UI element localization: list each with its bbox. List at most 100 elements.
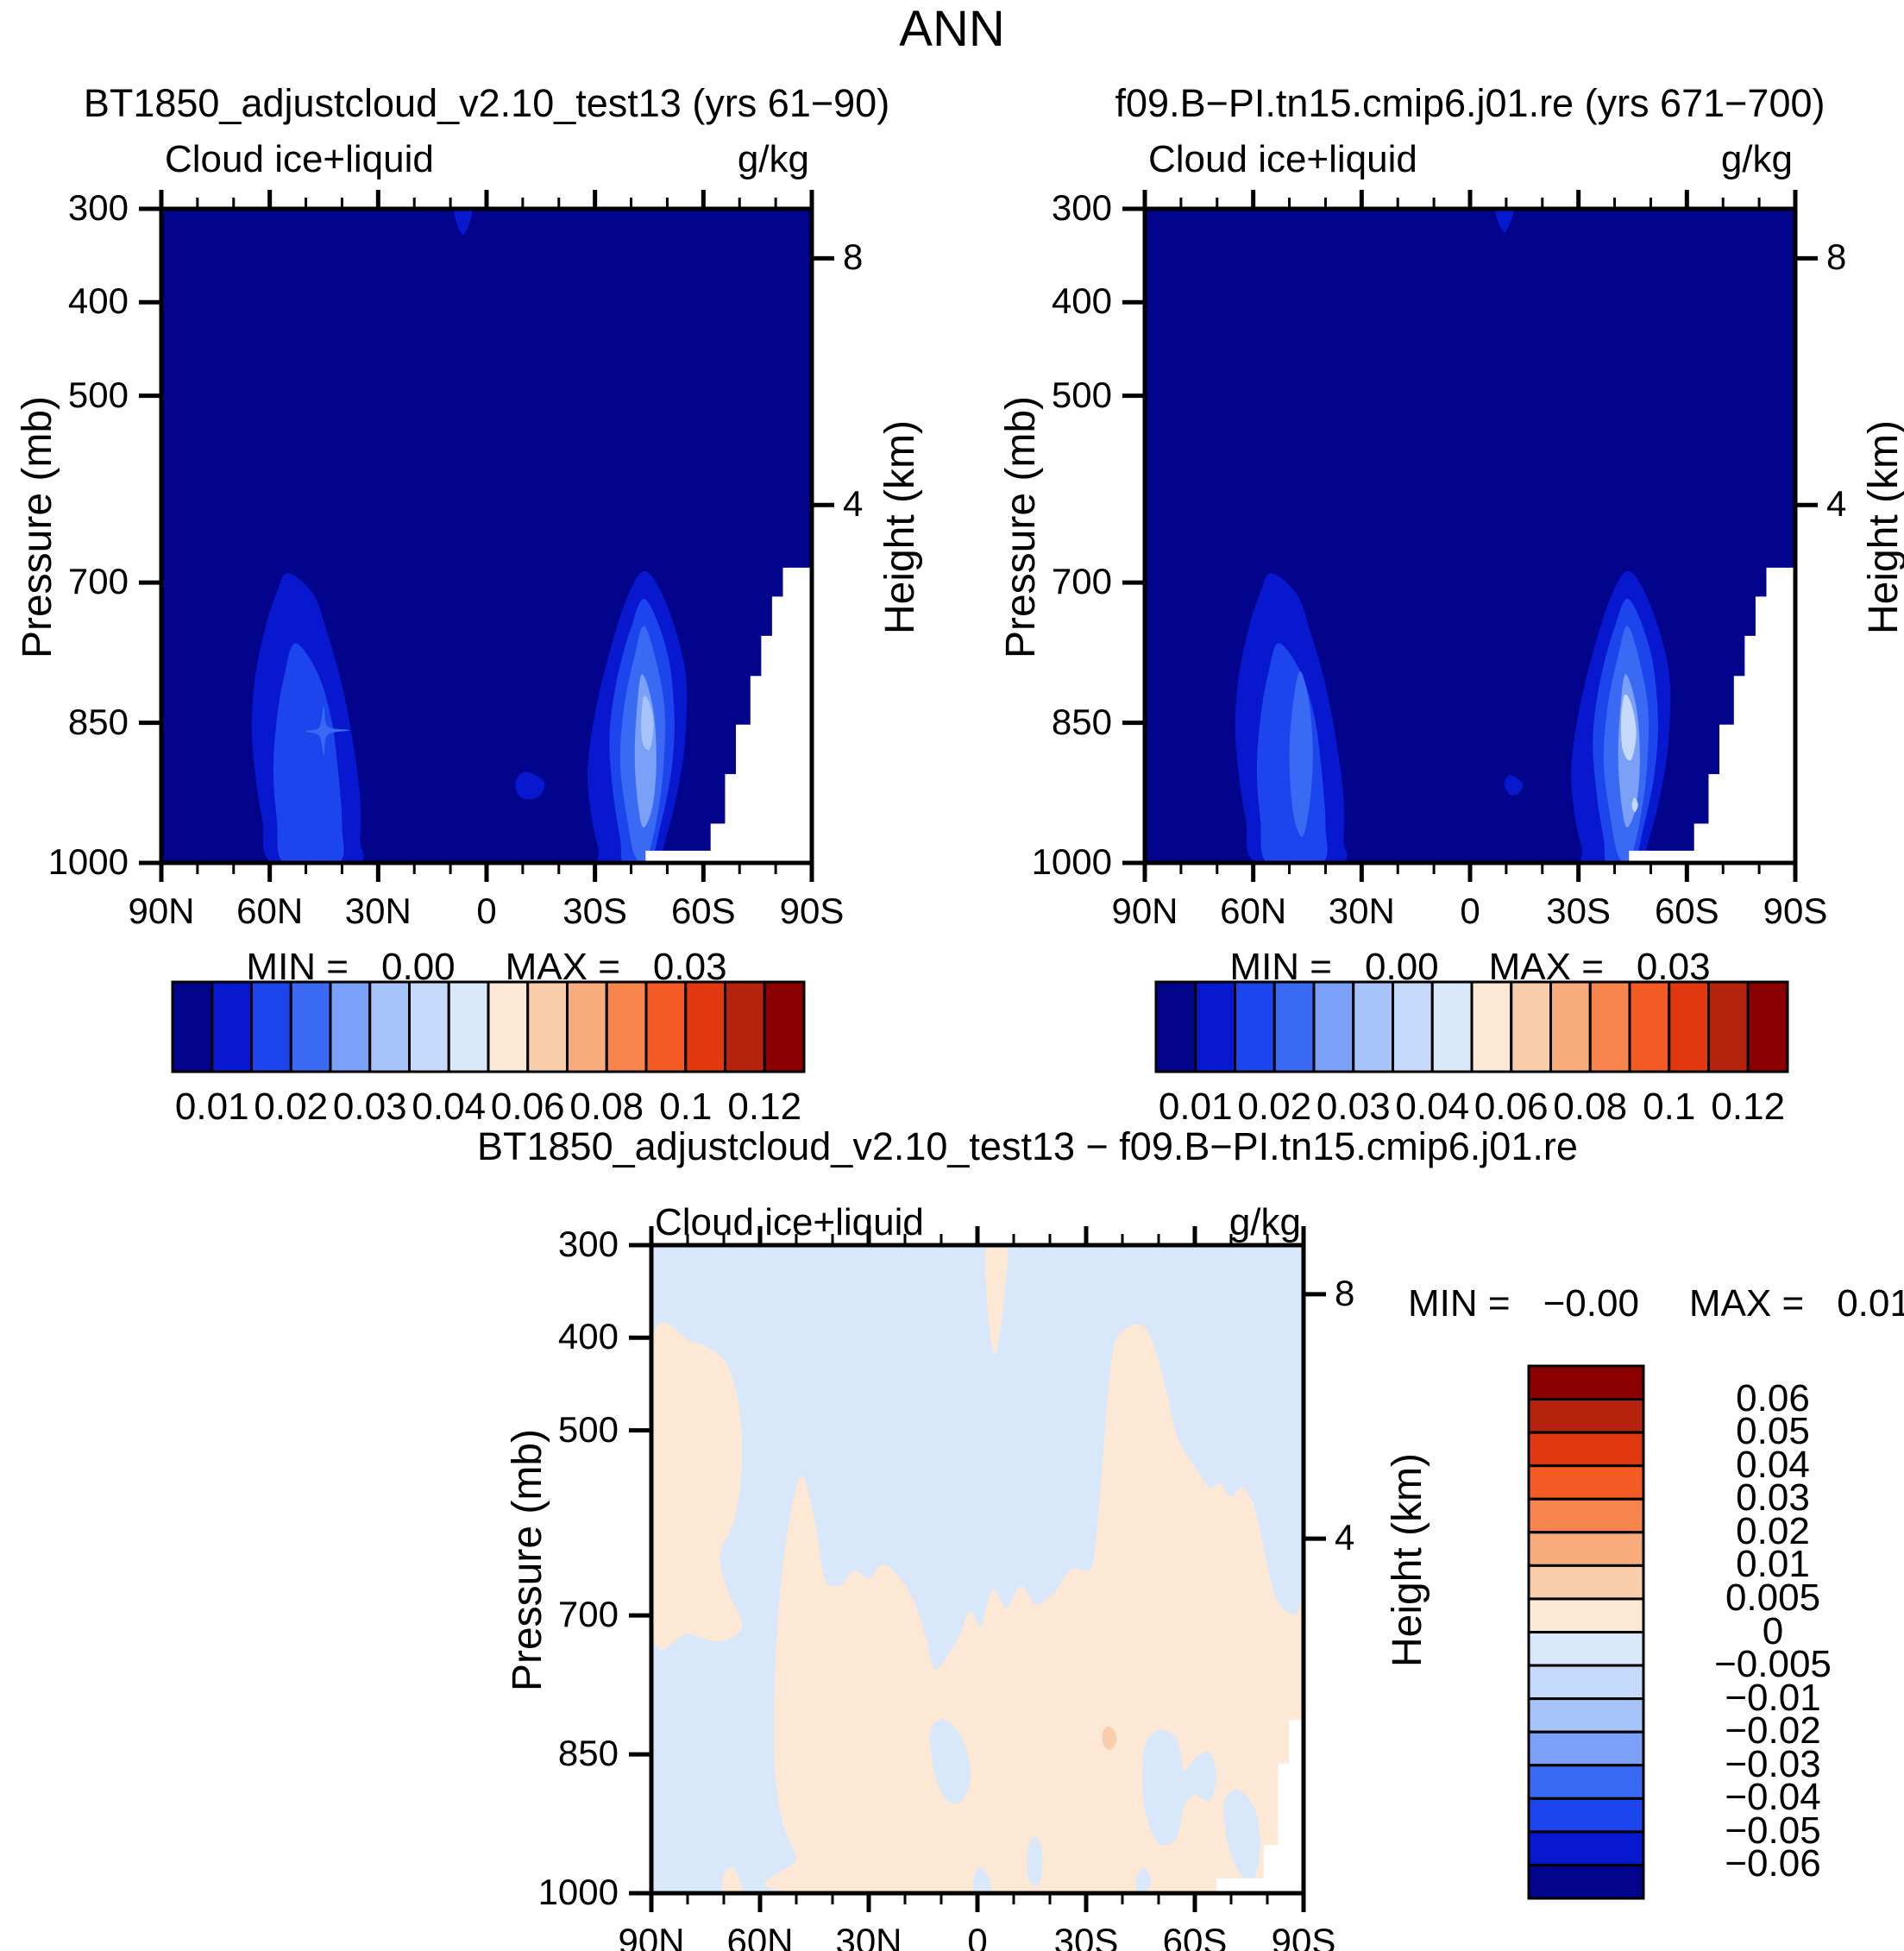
colorbar-cell [1234,980,1276,1073]
top-right-variable-label: Cloud ice+liquid [1148,138,1417,180]
top_right-colorbar-label: 0.12 [1711,1086,1786,1128]
colorbar-cell [1707,980,1750,1073]
contour-region-south-core-0.03 [641,695,654,751]
top_right-colorbar-label: 0.01 [1158,1086,1233,1128]
top_right-pressure-tick-label: 700 [1051,561,1112,602]
diff-lat-tick-label: 60S [1162,1921,1228,1951]
diff-lat-tick-label: 60N [726,1921,794,1951]
colorbar-cell [1352,980,1394,1073]
top-left-pressure-axis-title: Pressure (mb) [15,395,60,659]
contour-region-antarctic-topography [1629,567,1795,863]
diff-colorbar-label: −0.02 [1725,1709,1821,1753]
top_right-lat-tick-label: 90N [1111,891,1178,931]
top_left-colorbar-label: 0.04 [412,1086,487,1128]
top_right-colorbar-label: 0.1 [1643,1086,1696,1128]
top_right-colorbar-label: 0.02 [1237,1086,1312,1128]
diff-units-label: g/kg [1228,1201,1301,1243]
diff-colorbar-label: −0.05 [1725,1809,1821,1852]
diff-colorbar-label: 0.005 [1725,1576,1821,1619]
contour-region-antarctic-topography [1216,1720,1304,1893]
top_left-colorbar-label: 0.02 [254,1086,329,1128]
diff-colorbar-label: −0.06 [1725,1842,1821,1885]
diff-colorbar [1527,1364,1645,1900]
colorbar-cell [487,980,530,1073]
contour-region-antarctic-topography [645,567,812,863]
colorbar-cell [1527,1830,1645,1866]
diff-colorbar-label: 0.02 [1736,1509,1810,1552]
diff-pressure-tick-label: 400 [557,1316,619,1357]
colorbar-cell [724,980,766,1073]
top_left-height-tick-label: 8 [843,236,864,278]
colorbar-cell [1527,1431,1645,1468]
top_left-plot-area [139,190,834,882]
diff-variable-label: Cloud ice+liquid [655,1201,924,1243]
colorbar-cell [171,980,214,1073]
colorbar-cell [1527,1564,1645,1601]
colorbar-cell [566,980,608,1073]
colorbar-cell [368,980,411,1073]
top_right-lat-tick-label: 0 [1460,891,1480,931]
top-right-pressure-axis-title: Pressure (mb) [998,395,1044,659]
contour-region-nw-positive-blob [651,1322,743,1650]
diff-lat-tick-label: 30S [1053,1921,1119,1951]
contour-region-south-core-dot [1631,797,1638,813]
diff-height-tick-label: 4 [1335,1517,1355,1558]
contour-region-negative-hole-75S [1223,1789,1260,1882]
top_left-colorbar-label: 0.12 [727,1086,802,1128]
colorbar-cell [1510,980,1552,1073]
top_left-lat-tick-label: 60N [236,891,304,931]
min-value: −0.00 [1543,1282,1639,1325]
top_left-contour-field [161,209,812,863]
top_left-lat-tick-label: 30S [562,891,628,931]
top_left-lat-tick-label: 60S [670,891,736,931]
diff-plot-area [629,1226,1326,1912]
contour-region-bottom-bump-70N [722,1866,744,1893]
contour-region-north-core-0.02 [1289,671,1313,837]
contour-region-equatorial-finger [985,1245,1009,1356]
colorbar-cell [1746,980,1789,1073]
colorbar-cell [1527,1797,1645,1834]
colorbar-cell [1588,980,1631,1073]
diff-height-axis-title: Height (km) [1385,1452,1430,1668]
top-right-height-axis-title: Height (km) [1861,419,1904,635]
top_right-contour-field [1145,209,1795,863]
diff-pressure-axis-title: Pressure (mb) [505,1428,550,1692]
diff-panel-title: BT1850_adjustcloud_v2.10_test13 − f09.B−… [477,1124,1578,1168]
top_right-lat-tick-label: 60N [1220,891,1287,931]
colorbar-cell [1527,1664,1645,1701]
colorbar-cell [1527,1863,1645,1900]
top_left-colorbar-label: 0.03 [332,1086,407,1128]
top_left-pressure-tick-label: 1000 [47,841,129,882]
colorbar-cell [1668,980,1710,1073]
top_right-pressure-tick-label: 300 [1051,187,1112,228]
colorbar-cell [1527,1764,1645,1800]
top_left-colorbar-label: 0.08 [569,1086,644,1128]
colorbar-cell [408,980,450,1073]
top_right-pressure-tick-label: 500 [1051,374,1112,415]
contour-region-negative-bit-45S [1135,1866,1152,1893]
top_left-lat-tick-label: 90N [128,891,195,931]
diff-colorbar-label: −0.03 [1725,1742,1821,1785]
top_left-pressure-tick-label: 500 [67,374,129,415]
contour-region-north-blob-0.015 [273,643,344,863]
colorbar-cell [1549,980,1592,1073]
colorbar-cell [1527,1697,1645,1734]
max-value: 0.01 [1837,1282,1904,1325]
colorbar-cell [1527,1597,1645,1633]
colorbar-cell [1527,1398,1645,1434]
top_left-pressure-tick-label: 300 [67,187,129,228]
diff-pressure-tick-label: 1000 [537,1872,619,1912]
colorbar-cell [1527,1631,1645,1667]
top-left-panel-title: BT1850_adjustcloud_v2.10_test13 (yrs 61−… [83,81,890,125]
contour-region-negative-hole-60S [1142,1729,1217,1846]
colorbar-cell [447,980,490,1073]
top_left-height-tick-label: 4 [843,483,864,525]
top_right-colorbar [1154,980,1789,1073]
diff-lat-tick-label: 90S [1271,1921,1336,1951]
diff-lat-tick-label: 90N [618,1921,685,1951]
top-left-variable-label: Cloud ice+liquid [165,138,434,180]
top-right-units-label: g/kg [1720,138,1793,180]
top_left-colorbar-label: 0.01 [174,1086,249,1128]
diff-colorbar-label: 0 [1762,1609,1784,1652]
